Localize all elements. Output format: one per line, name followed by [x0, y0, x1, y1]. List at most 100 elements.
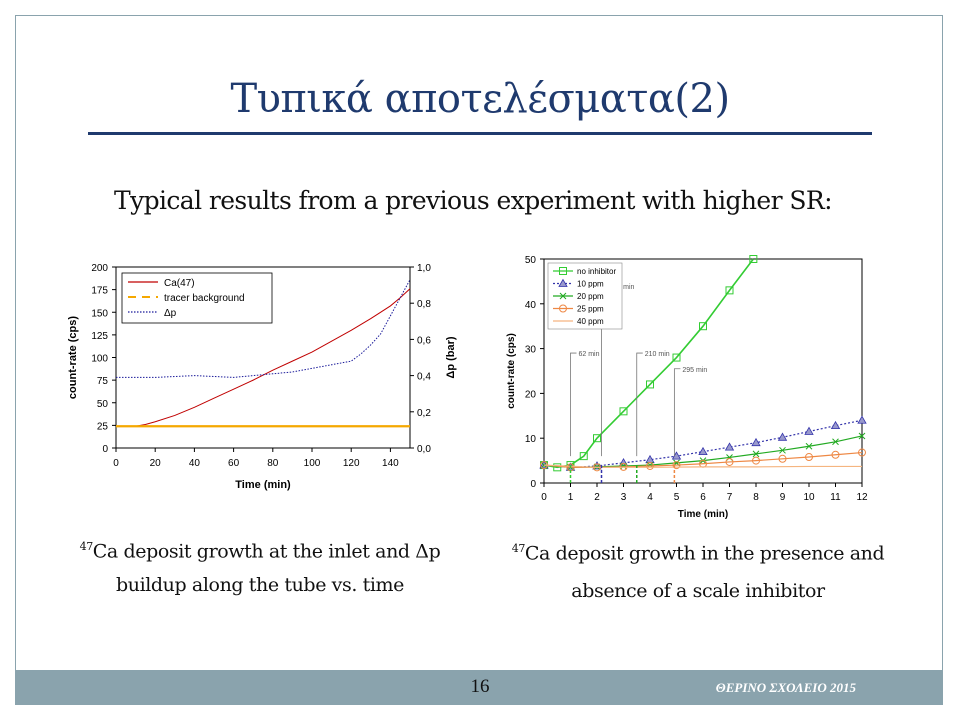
event-label-2: 210 min — [645, 351, 670, 358]
series-point-1 — [751, 437, 761, 447]
series-line-4 — [543, 464, 862, 468]
legend-marker-2 — [559, 292, 567, 300]
y2-tick-label: 0,0 — [417, 444, 431, 455]
series-point-2 — [779, 446, 786, 454]
y2-tick-label: 0,6 — [417, 335, 431, 346]
x-tick-label: 120 — [343, 458, 360, 469]
x-tick-label: 60 — [228, 458, 240, 469]
legend-label-1: 10 ppm — [577, 280, 604, 289]
series-point-0 — [725, 286, 734, 295]
x-tick-label: 3 — [621, 492, 627, 503]
y-axis-label: count-rate (cps) — [67, 316, 79, 399]
series-point-2 — [858, 432, 866, 440]
y-tick-label: 200 — [91, 263, 108, 274]
series-point-3 — [672, 461, 681, 470]
x-tick-label: 0 — [113, 458, 119, 469]
x-axis-label: Time (min) — [235, 479, 291, 491]
x-tick-label: 5 — [674, 492, 680, 503]
x-tick-label: 9 — [780, 492, 786, 503]
x-tick-label: 40 — [189, 458, 201, 469]
series-point-3 — [831, 450, 840, 459]
footer-label: ΘΕΡΙΝΟ ΣΧΟΛΕΙΟ 2015 — [715, 680, 856, 695]
series-point-0 — [579, 452, 588, 461]
series-point-1 — [830, 420, 841, 430]
slide-title: Τυπικά αποτελέσματα(2) — [230, 76, 730, 122]
y-tick-label: 50 — [525, 255, 537, 266]
legend-marker-1 — [558, 278, 568, 287]
slide-frame — [15, 15, 943, 705]
y2-tick-label: 0,4 — [417, 372, 431, 383]
x-tick-label: 12 — [856, 492, 868, 503]
series-point-0 — [553, 463, 562, 472]
y-tick-label: 0 — [102, 444, 108, 455]
series-point-3 — [805, 453, 813, 462]
caption-right-superscript: 47 — [511, 542, 526, 555]
legend-label-2: 20 ppm — [577, 292, 604, 301]
legend-marker-3 — [559, 304, 567, 313]
x-tick-label: 140 — [382, 458, 399, 469]
legend-label-0: Ca(47) — [164, 278, 195, 289]
legend-marker-0 — [559, 267, 567, 275]
x-tick-label: 100 — [304, 458, 321, 469]
x-tick-label: 7 — [727, 492, 733, 503]
x-tick-label: 2 — [594, 492, 600, 503]
series-point-3 — [858, 448, 866, 457]
event-callout-0 — [570, 352, 577, 457]
series-point-0 — [699, 322, 707, 331]
y2-axis-label: Δp (bar) — [445, 336, 457, 378]
slide-subtitle: Typical results from a previous experime… — [114, 186, 832, 215]
caption-left-superscript: 47 — [79, 540, 94, 553]
caption-right-line1: 47Ca deposit growth in the presence and — [498, 530, 898, 572]
caption-left-line1: 47Ca deposit growth at the inlet and Δp — [60, 530, 460, 568]
series-point-3 — [752, 456, 760, 465]
x-axis-label: Time (min) — [678, 509, 728, 520]
series-point-1 — [777, 432, 788, 441]
x-tick-label: 4 — [647, 492, 653, 503]
series-point-2 — [805, 442, 813, 450]
y-tick-label: 20 — [525, 389, 537, 400]
event-label-3: 295 min — [682, 367, 707, 374]
y-tick-label: 25 — [97, 421, 109, 432]
title-underline — [88, 132, 872, 135]
y-tick-label: 75 — [97, 376, 109, 387]
caption-right-line2: absence of a scale inhibitor — [571, 580, 825, 603]
series-point-1 — [698, 446, 708, 456]
x-tick-label: 6 — [700, 492, 706, 503]
page-number: 16 — [470, 676, 490, 697]
caption-left: 47Ca deposit growth at the inlet and Δp … — [60, 530, 460, 602]
series-point-3 — [646, 461, 654, 470]
legend-label-3: 25 ppm — [577, 305, 604, 314]
caption-right-text1: Ca deposit growth in the presence and — [524, 542, 885, 565]
x-tick-label: 8 — [753, 492, 759, 503]
series-point-3 — [778, 454, 787, 463]
series-point-1 — [804, 426, 814, 435]
y-tick-label: 10 — [525, 434, 537, 445]
y-tick-label: 125 — [91, 331, 108, 342]
caption-left-line2: buildup along the tube vs. time — [115, 574, 405, 597]
y2-tick-label: 1,0 — [417, 263, 431, 274]
y-tick-label: 0 — [530, 479, 536, 490]
x-tick-label: 20 — [150, 458, 162, 469]
series-point-0 — [619, 407, 628, 416]
event-label-0: 62 min — [579, 351, 600, 358]
chart-deposit-dp: 02550751001251501752000,00,20,40,60,81,0… — [67, 263, 457, 491]
legend-label-0: no inhibitor — [577, 267, 616, 276]
y-tick-label: 40 — [525, 300, 537, 311]
legend-label-1: tracer background — [164, 293, 245, 304]
caption-right: 47Ca deposit growth in the presence and … — [498, 530, 898, 610]
y-tick-label: 100 — [91, 354, 108, 365]
x-tick-label: 0 — [541, 492, 547, 503]
y-tick-label: 30 — [525, 345, 537, 356]
y2-tick-label: 0,2 — [417, 408, 431, 419]
caption-left-text1: Ca deposit growth at the inlet and Δp — [92, 540, 441, 563]
footer-bar — [16, 670, 942, 704]
series-point-0 — [646, 380, 654, 389]
x-tick-label: 1 — [568, 492, 574, 503]
series-point-1 — [724, 442, 735, 451]
series-point-0 — [593, 434, 601, 443]
series-point-2 — [832, 438, 839, 446]
event-callout-3 — [673, 368, 681, 457]
x-tick-label: 80 — [267, 458, 279, 469]
series-point-1 — [857, 415, 867, 424]
